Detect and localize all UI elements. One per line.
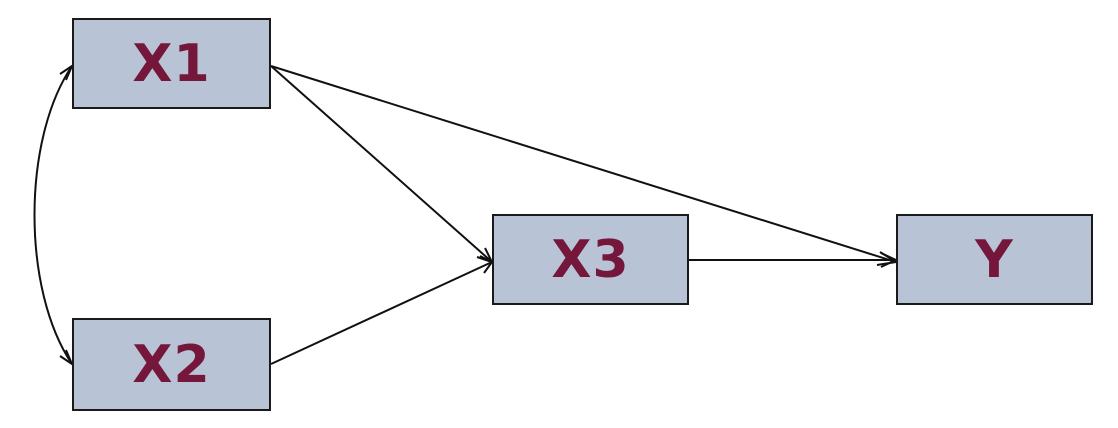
node-y: Y (896, 214, 1093, 305)
edge-x1-to-y (270, 65, 897, 263)
node-x2-label: X2 (132, 334, 211, 395)
node-y-label: Y (975, 229, 1014, 290)
edge-x1-x2-curve (33, 65, 73, 365)
edge-x1-to-x3 (270, 65, 493, 263)
node-x1: X1 (72, 18, 271, 109)
node-x2: X2 (72, 318, 271, 411)
node-x3: X3 (492, 214, 689, 305)
arrowhead-curve-at-x2 (59, 349, 75, 367)
node-x1-label: X1 (132, 33, 211, 94)
arrowhead-curve-at-x1 (59, 63, 75, 81)
node-x3-label: X3 (551, 229, 630, 290)
edge-x2-to-x3 (270, 261, 493, 365)
